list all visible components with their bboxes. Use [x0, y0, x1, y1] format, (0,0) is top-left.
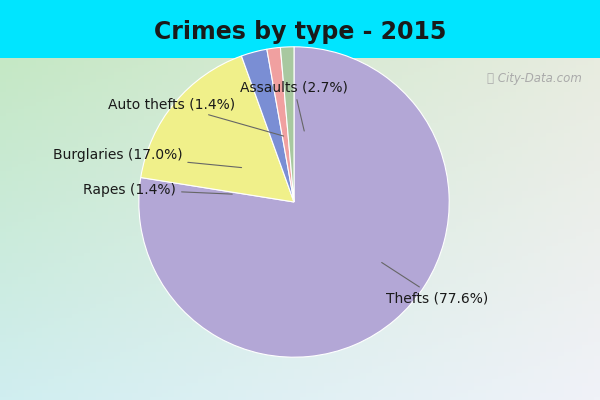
- Text: Auto thefts (1.4%): Auto thefts (1.4%): [108, 97, 284, 136]
- Text: Rapes (1.4%): Rapes (1.4%): [83, 182, 232, 196]
- Text: ⓘ City-Data.com: ⓘ City-Data.com: [487, 72, 582, 85]
- Wedge shape: [241, 49, 294, 202]
- Wedge shape: [267, 47, 294, 202]
- Wedge shape: [139, 47, 449, 357]
- Text: Thefts (77.6%): Thefts (77.6%): [382, 262, 488, 305]
- Text: Burglaries (17.0%): Burglaries (17.0%): [53, 148, 242, 168]
- Wedge shape: [141, 56, 294, 202]
- Text: Crimes by type - 2015: Crimes by type - 2015: [154, 20, 446, 44]
- Text: Assaults (2.7%): Assaults (2.7%): [240, 80, 348, 131]
- Wedge shape: [280, 47, 294, 202]
